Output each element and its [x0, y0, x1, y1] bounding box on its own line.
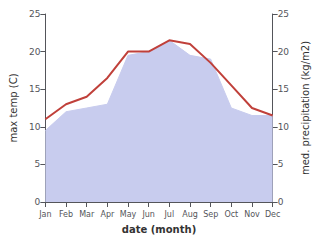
- svg-text:5: 5: [278, 159, 284, 169]
- svg-text:date (month): date (month): [122, 224, 196, 235]
- svg-text:10: 10: [278, 122, 290, 132]
- svg-text:Jan: Jan: [38, 210, 51, 219]
- svg-text:0: 0: [35, 197, 41, 207]
- svg-text:15: 15: [278, 84, 289, 94]
- svg-text:Apr: Apr: [100, 210, 115, 219]
- svg-text:Sep: Sep: [203, 210, 218, 219]
- svg-text:Jul: Jul: [164, 210, 175, 219]
- svg-text:20: 20: [278, 47, 290, 57]
- svg-text:0: 0: [278, 197, 284, 207]
- svg-text:5: 5: [35, 159, 41, 169]
- svg-text:Oct: Oct: [224, 210, 238, 219]
- svg-text:Nov: Nov: [244, 210, 260, 219]
- svg-text:15: 15: [29, 84, 40, 94]
- svg-text:max temp (C): max temp (C): [8, 73, 19, 142]
- svg-text:25: 25: [278, 9, 289, 19]
- svg-text:Jun: Jun: [141, 210, 155, 219]
- svg-text:10: 10: [29, 122, 41, 132]
- svg-text:Mar: Mar: [79, 210, 95, 219]
- svg-text:Aug: Aug: [182, 210, 198, 219]
- svg-text:May: May: [120, 210, 137, 219]
- svg-text:Feb: Feb: [59, 210, 73, 219]
- svg-text:Dec: Dec: [265, 210, 280, 219]
- svg-text:25: 25: [29, 9, 40, 19]
- svg-text:20: 20: [29, 47, 41, 57]
- svg-text:med. precipitation (kg/m2): med. precipitation (kg/m2): [300, 41, 311, 175]
